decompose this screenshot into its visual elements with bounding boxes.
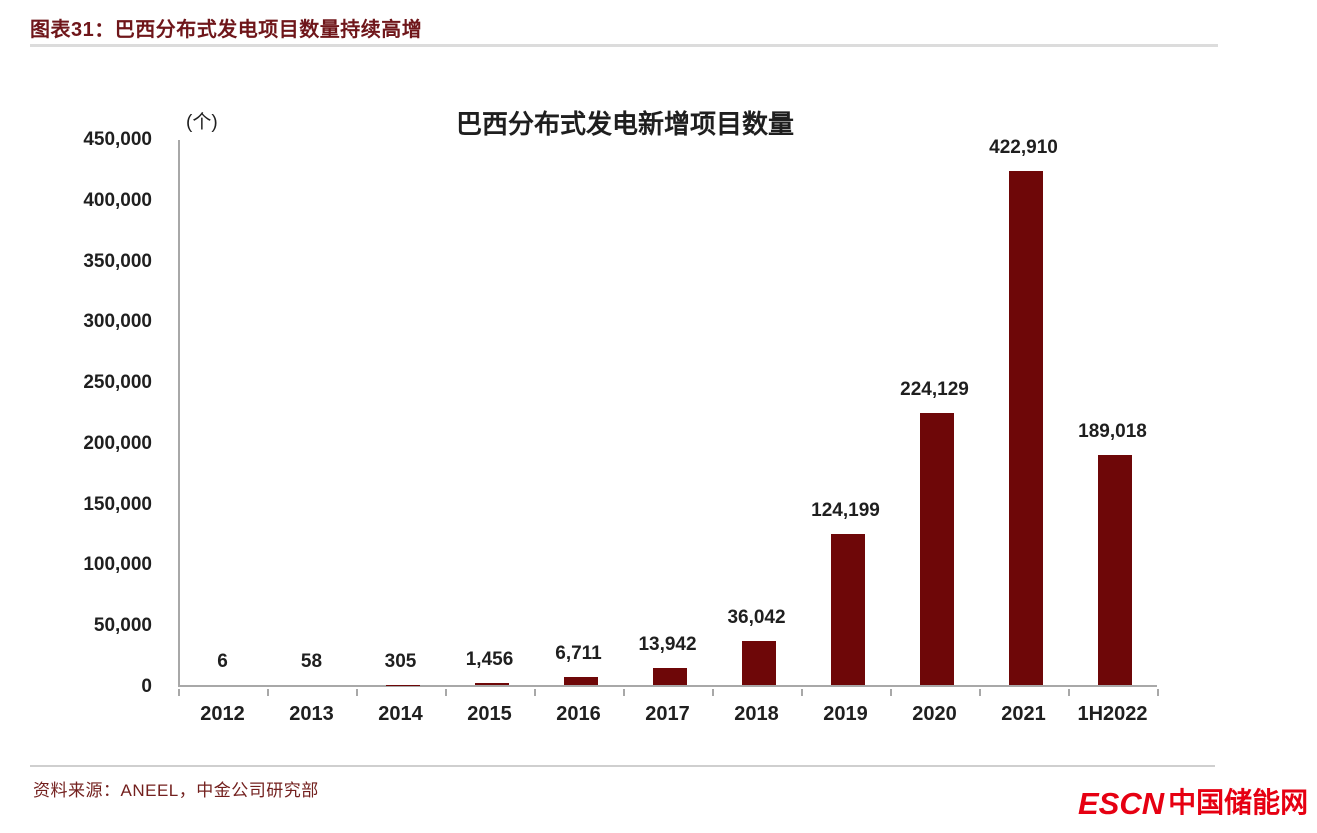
- bar-value-label: 6: [217, 650, 228, 672]
- bar-2018: [741, 641, 776, 685]
- escn-logo: ESCN 中国储能网: [1078, 781, 1308, 822]
- y-axis-tick-label: 200,000: [83, 432, 152, 454]
- figure-caption: 图表31：巴西分布式发电项目数量持续高增: [30, 19, 423, 41]
- bar-value-label: 58: [300, 650, 323, 672]
- x-axis-tickmark: [1157, 689, 1159, 696]
- x-axis-label-2014: 2014: [378, 703, 423, 725]
- bar-2017: [652, 668, 687, 685]
- plot-area: [178, 140, 1157, 687]
- x-axis-label-2012: 2012: [200, 703, 245, 725]
- x-axis-tickmark: [712, 689, 714, 696]
- bar-2019: [830, 534, 865, 685]
- bar-value-label: 36,042: [727, 607, 786, 629]
- bar-value-label: 305: [384, 650, 417, 672]
- escn-logo-chinese: 中国储能网: [1168, 787, 1309, 818]
- x-axis-tickmark: [1068, 689, 1070, 696]
- x-axis-tickmark: [178, 689, 180, 696]
- x-axis-tickmark: [979, 689, 981, 696]
- y-axis-tick-label: 400,000: [83, 189, 152, 211]
- x-axis-label-2015: 2015: [467, 703, 512, 725]
- bar-value-label: 6,711: [555, 642, 602, 664]
- x-axis-label-2017: 2017: [645, 703, 690, 725]
- x-axis-label-1H2022: 1H2022: [1077, 703, 1148, 725]
- y-axis-tick-label: 50,000: [93, 615, 152, 637]
- x-axis-tickmark: [267, 689, 269, 696]
- y-axis-tick-label: 250,000: [83, 372, 152, 394]
- bar-2021: [1008, 170, 1043, 685]
- x-axis-label-2018: 2018: [734, 703, 779, 725]
- y-axis-tick-label: 300,000: [83, 311, 152, 333]
- bar-1H2022: [1097, 455, 1132, 685]
- footer-divider: [30, 765, 1215, 767]
- bar-value-label: 224,129: [900, 378, 969, 400]
- bar-value-label: 1,456: [465, 649, 514, 671]
- x-axis-tickmark: [623, 689, 625, 696]
- x-axis-label-2013: 2013: [289, 703, 334, 725]
- y-axis-tick-label: 0: [141, 676, 152, 697]
- bar-2020: [919, 412, 954, 685]
- y-axis-tick-label: 100,000: [83, 554, 152, 576]
- x-axis-label-2020: 2020: [912, 703, 957, 725]
- y-axis-unit-label: (个): [186, 112, 218, 133]
- bar-2015: [474, 683, 509, 685]
- header-divider: [30, 44, 1218, 47]
- y-axis-tick-label: 150,000: [83, 493, 152, 515]
- x-axis-tickmark: [534, 689, 536, 696]
- x-axis-label-2016: 2016: [556, 703, 601, 725]
- bar-value-label: 189,018: [1078, 421, 1147, 443]
- x-axis-label-2021: 2021: [1001, 703, 1046, 725]
- x-axis-tickmark: [890, 689, 892, 696]
- y-axis-tick-label: 450,000: [83, 129, 152, 150]
- bar-value-label: 124,199: [811, 500, 880, 522]
- bar-2016: [563, 676, 598, 685]
- source-note: 资料来源：ANEEL，中金公司研究部: [33, 781, 319, 800]
- x-axis-tickmark: [356, 689, 358, 696]
- y-axis-tick-label: 350,000: [83, 250, 152, 272]
- x-axis-tickmark: [801, 689, 803, 696]
- x-axis-tickmark: [445, 689, 447, 696]
- bar-value-label: 422,910: [989, 136, 1058, 158]
- bar-value-label: 13,942: [638, 634, 697, 656]
- escn-logo-latin: ESCN: [1078, 786, 1165, 821]
- chart-title: 巴西分布式发电新增项目数量: [455, 109, 794, 139]
- x-axis-label-2019: 2019: [823, 703, 868, 725]
